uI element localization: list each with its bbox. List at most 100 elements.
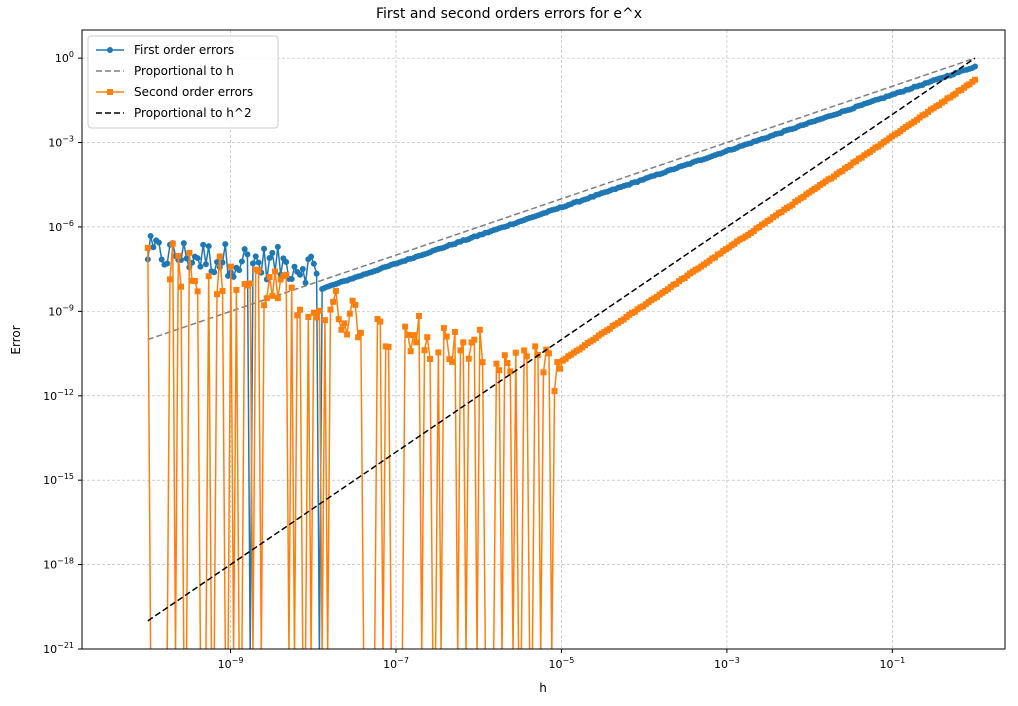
second-order-errors-point <box>546 350 553 357</box>
first-order-errors-point <box>200 241 207 248</box>
second-order-errors-point <box>457 347 464 354</box>
second-order-errors-point <box>191 277 198 284</box>
second-order-errors-point <box>449 358 456 365</box>
first-order-errors-point <box>252 253 259 260</box>
second-order-errors-point <box>294 312 301 319</box>
x-axis-label: h <box>539 681 547 695</box>
second-order-errors-point <box>274 295 281 302</box>
second-order-errors-point <box>269 292 276 299</box>
second-order-errors-point <box>972 76 979 83</box>
first-order-errors-point <box>158 256 165 263</box>
second-order-errors-point <box>346 310 353 317</box>
second-order-errors-point <box>321 317 328 324</box>
second-order-errors-point <box>451 328 458 335</box>
second-order-errors-point <box>216 253 223 260</box>
second-order-errors-point <box>407 348 414 355</box>
legend-entry: First order errors <box>96 43 234 57</box>
x-tick-label: 10−3 <box>714 656 740 671</box>
second-order-errors-point <box>233 286 240 293</box>
first-order-errors-point <box>972 63 979 70</box>
second-order-errors-point <box>332 287 339 294</box>
second-order-errors-point <box>227 263 234 270</box>
first-order-errors-point <box>313 270 320 277</box>
second-order-errors-point <box>349 297 356 304</box>
legend-label: Proportional to h <box>134 64 234 78</box>
second-order-errors-point <box>421 347 428 354</box>
second-order-errors-point <box>476 326 483 333</box>
y-axis-ticks: 100 10−3 10−6 10−9 10−12 10−15 10−18 10−21 <box>43 50 82 656</box>
first-order-errors-point <box>238 258 245 265</box>
first-order-errors-point <box>261 245 268 252</box>
first-order-errors-point <box>147 233 154 240</box>
x-axis-ticks: 10−9 10−7 10−5 10−3 10−1 <box>218 649 905 671</box>
first-order-errors-point <box>155 239 162 246</box>
second-order-errors-point <box>435 349 442 356</box>
first-order-errors-point <box>202 261 209 268</box>
first-order-errors-point <box>197 263 204 270</box>
legend-entry: Proportional to h <box>96 64 234 78</box>
first-order-errors-point <box>194 255 201 262</box>
y-tick-label: 10−18 <box>43 557 74 572</box>
second-order-errors-point <box>341 320 348 327</box>
second-order-errors-point <box>344 331 351 338</box>
second-order-errors-point <box>521 347 528 354</box>
first-order-errors-point <box>291 263 298 270</box>
second-order-errors-point <box>402 323 409 330</box>
second-order-errors-point <box>540 369 547 376</box>
y-axis-label: Error <box>9 325 23 354</box>
legend-box <box>87 35 279 129</box>
second-order-errors-point <box>355 334 362 341</box>
first-order-errors-point <box>302 279 309 286</box>
y-tick-label: 10−9 <box>48 303 74 318</box>
first-order-errors-point <box>269 249 276 256</box>
legend: First order errors Proportional to h Secon… <box>87 35 279 129</box>
second-order-errors-point <box>205 273 212 280</box>
proportional-to-h2-line <box>147 57 976 622</box>
first-order-errors-point <box>180 240 187 247</box>
second-order-errors-point <box>471 336 478 343</box>
legend-marker <box>107 47 113 53</box>
y-tick-label: 10−15 <box>43 472 74 487</box>
second-order-errors-point <box>493 360 500 367</box>
second-order-errors-point <box>283 271 290 278</box>
first-order-errors-point <box>288 276 295 283</box>
second-order-errors-point <box>352 301 359 308</box>
y-tick-label: 10−12 <box>43 388 74 403</box>
second-order-errors-point <box>327 306 334 313</box>
second-order-errors-point <box>460 339 467 346</box>
second-order-errors-point <box>496 367 503 374</box>
second-order-errors-point <box>305 313 312 320</box>
legend-marker <box>107 89 113 95</box>
second-order-errors-point <box>424 334 431 341</box>
first-order-errors-point <box>241 246 248 253</box>
first-order-errors-point <box>222 241 229 248</box>
y-tick-label: 100 <box>55 50 74 65</box>
first-order-errors-point <box>183 255 190 262</box>
x-tick-label: 10−1 <box>879 656 905 671</box>
second-order-errors-point <box>175 252 182 259</box>
first-order-errors-point <box>266 255 273 262</box>
second-order-errors-point <box>501 352 508 359</box>
series-layer <box>144 57 979 649</box>
second-order-errors-point <box>166 276 173 283</box>
second-order-errors-point <box>551 388 558 395</box>
second-order-errors-point <box>512 349 519 356</box>
legend-entry: Second order errors <box>96 85 253 99</box>
x-tick-label: 10−5 <box>549 656 575 671</box>
second-order-errors-point <box>554 359 561 366</box>
first-order-errors-point <box>249 260 256 267</box>
first-order-errors-point <box>308 253 315 260</box>
second-order-errors-point <box>523 353 530 360</box>
first-order-errors-point <box>211 269 218 276</box>
second-order-errors-point <box>219 287 226 294</box>
x-tick-label: 10−9 <box>218 656 244 671</box>
legend-entry: Proportional to h^2 <box>96 106 252 120</box>
second-order-errors-point <box>415 312 422 319</box>
second-order-errors-point <box>440 325 447 332</box>
second-order-errors-point <box>255 267 262 274</box>
first-order-errors-point <box>230 273 237 280</box>
first-order-errors-point <box>150 244 157 251</box>
second-order-errors-point <box>465 355 472 362</box>
first-order-errors-point <box>205 243 212 250</box>
second-order-errors-point <box>443 333 450 340</box>
